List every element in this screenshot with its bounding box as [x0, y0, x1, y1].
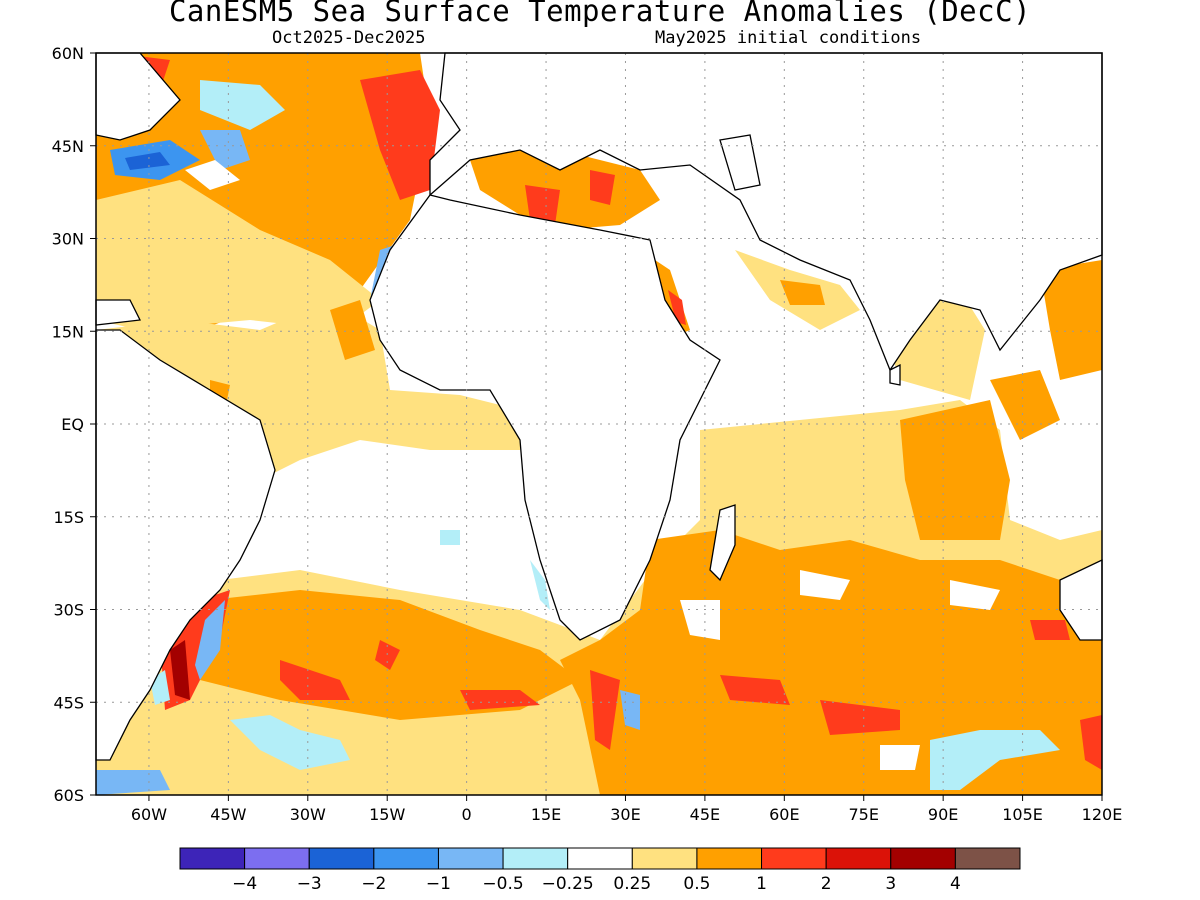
lon-tick-label: 15E	[531, 805, 561, 824]
longitude-axis: 60W 45W 30W 15W 0 15E 30E 45E 60E 75E 90E 105E 120E	[131, 795, 1122, 824]
lon-tick-label: 30W	[290, 805, 326, 824]
initial-conditions: May2025 initial conditions	[655, 28, 922, 48]
lat-tick-label: EQ	[61, 415, 84, 434]
lat-tick-label: 60N	[52, 44, 84, 63]
chart-title: CanESM5 Sea Surface Temperature Anomalie…	[168, 0, 1032, 28]
lat-tick-label: 30S	[53, 601, 84, 620]
lon-tick-label: 60E	[769, 805, 799, 824]
latitude-axis: 60N 45N 30N 15N EQ 15S 30S 45S 60S	[52, 44, 96, 805]
lat-tick-label: 15S	[53, 508, 84, 527]
lon-tick-label: 75E	[849, 805, 879, 824]
land-mask	[95, 52, 1103, 761]
lon-tick-label: 90E	[928, 805, 958, 824]
forecast-period: Oct2025-Dec2025	[272, 28, 426, 48]
lat-tick-label: 30N	[52, 230, 84, 249]
lon-tick-label: 0	[462, 805, 472, 824]
lat-tick-label: 45S	[53, 693, 84, 712]
lon-tick-label: 45W	[210, 805, 246, 824]
lon-tick-label: 15W	[369, 805, 405, 824]
lon-tick-label: 60W	[131, 805, 167, 824]
lon-tick-label: 30E	[610, 805, 640, 824]
lon-tick-label: 105E	[1002, 805, 1043, 824]
lat-tick-label: 15N	[52, 322, 84, 341]
lon-tick-label: 120E	[1082, 805, 1123, 824]
lon-tick-label: 45E	[690, 805, 720, 824]
lat-tick-label: 60S	[53, 786, 84, 805]
lat-tick-label: 45N	[52, 137, 84, 156]
